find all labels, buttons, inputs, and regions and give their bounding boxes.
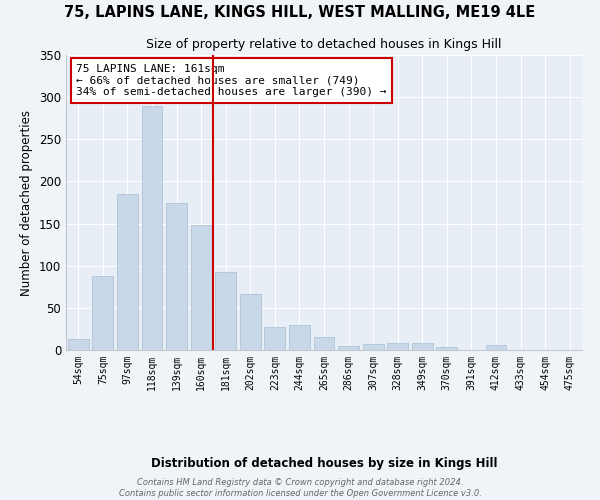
Bar: [117, 194, 138, 350]
Bar: [362, 344, 383, 350]
Bar: [191, 226, 212, 350]
Bar: [314, 338, 334, 350]
Bar: [289, 324, 310, 350]
Bar: [240, 294, 261, 350]
Text: Contains HM Land Registry data © Crown copyright and database right 2024.
Contai: Contains HM Land Registry data © Crown c…: [119, 478, 481, 498]
X-axis label: Distribution of detached houses by size in Kings Hill: Distribution of detached houses by size …: [151, 457, 497, 470]
Bar: [387, 344, 408, 350]
Text: 75, LAPINS LANE, KINGS HILL, WEST MALLING, ME19 4LE: 75, LAPINS LANE, KINGS HILL, WEST MALLIN…: [64, 5, 536, 20]
Bar: [338, 346, 359, 350]
Y-axis label: Number of detached properties: Number of detached properties: [20, 110, 34, 296]
Bar: [68, 339, 89, 350]
Bar: [215, 272, 236, 350]
Bar: [92, 276, 113, 350]
Bar: [436, 348, 457, 350]
Title: Size of property relative to detached houses in Kings Hill: Size of property relative to detached ho…: [146, 38, 502, 51]
Bar: [166, 202, 187, 350]
Bar: [485, 345, 506, 350]
Bar: [265, 327, 286, 350]
Text: 75 LAPINS LANE: 161sqm
← 66% of detached houses are smaller (749)
34% of semi-de: 75 LAPINS LANE: 161sqm ← 66% of detached…: [76, 64, 387, 97]
Bar: [412, 344, 433, 350]
Bar: [142, 106, 163, 350]
